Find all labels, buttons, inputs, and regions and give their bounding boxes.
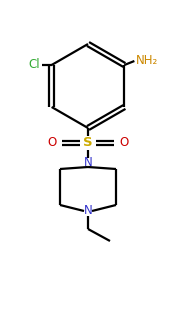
Text: NH₂: NH₂ xyxy=(136,54,159,67)
Text: O: O xyxy=(119,137,128,150)
Text: N: N xyxy=(84,205,92,217)
Text: S: S xyxy=(83,137,93,150)
Text: N: N xyxy=(84,156,92,169)
Text: Cl: Cl xyxy=(28,58,40,72)
Text: O: O xyxy=(48,137,57,150)
